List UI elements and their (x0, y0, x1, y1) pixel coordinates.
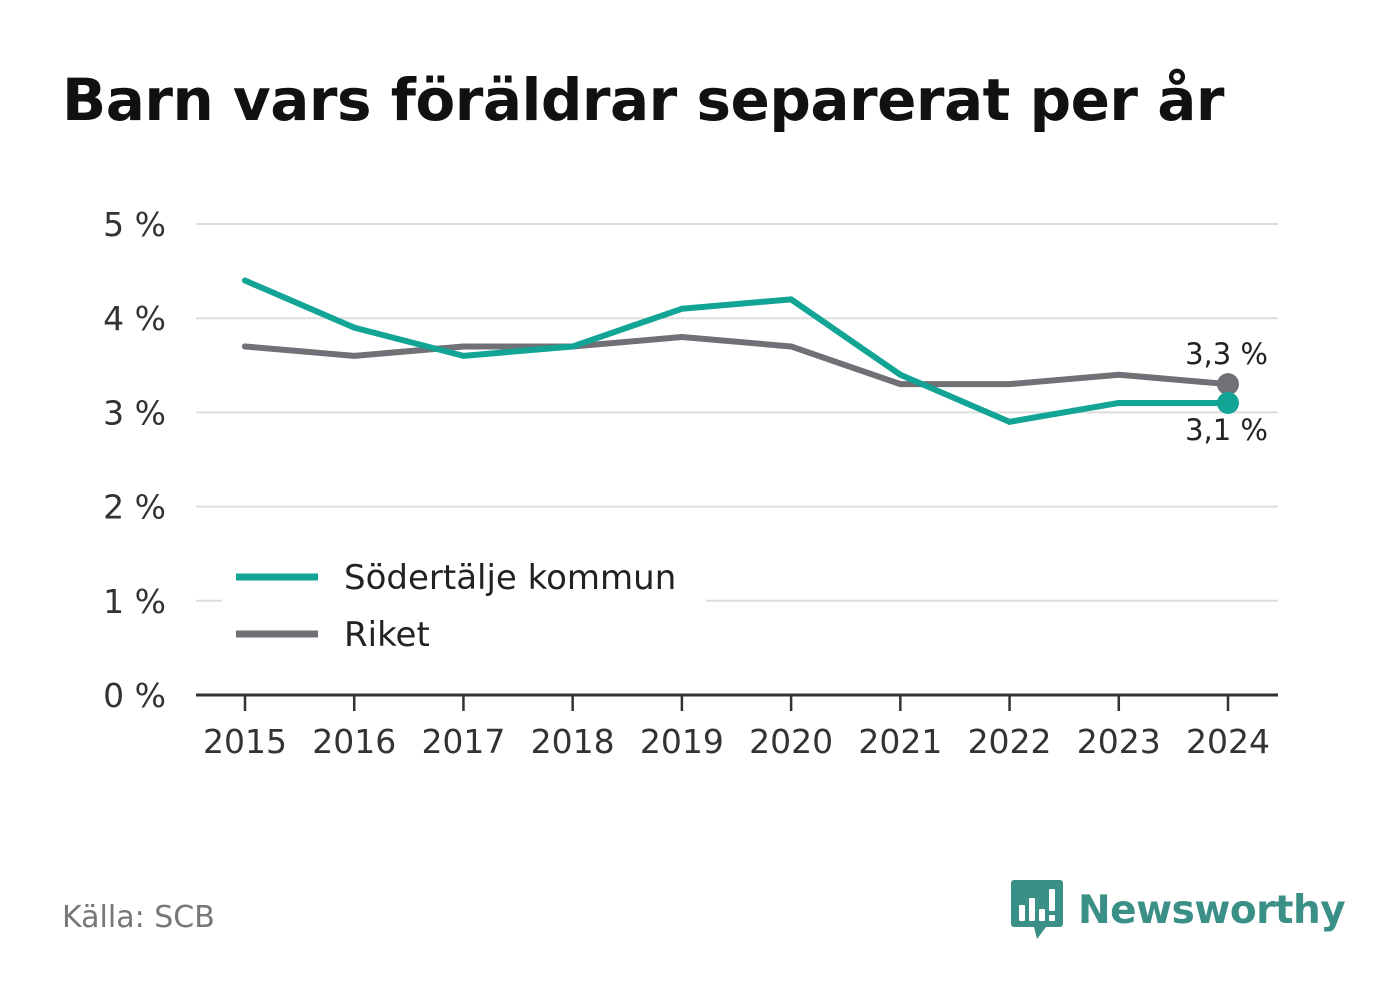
y-tick-label: 5 % (103, 205, 166, 244)
series-point (788, 343, 795, 350)
series-point (678, 305, 685, 312)
x-tick-label: 2022 (968, 722, 1052, 761)
series-line-0 (242, 277, 1231, 425)
x-tick-label: 2020 (749, 722, 833, 761)
y-tick-label: 3 % (103, 393, 166, 432)
series-lines (242, 277, 1239, 425)
end-value-labels: 3,1 % 3,3 % (1185, 337, 1268, 447)
series-point (788, 296, 795, 303)
series-point (678, 334, 685, 341)
series-point (897, 381, 904, 388)
series-line-1 (242, 334, 1231, 388)
series-point (242, 277, 248, 284)
end-value-label: 3,1 % (1185, 413, 1268, 447)
x-tick-label: 2021 (858, 722, 942, 761)
end-value-label: 3,3 % (1185, 337, 1268, 371)
brand-name: Newsworthy (1078, 887, 1346, 933)
series-point (460, 343, 467, 350)
y-tick-label: 1 % (103, 582, 166, 621)
newsworthy-chart-logo-icon (1011, 880, 1063, 939)
x-tick-label: 2023 (1077, 722, 1161, 761)
series-point (460, 352, 467, 359)
series-point (242, 343, 248, 350)
series-point (897, 371, 904, 378)
x-tick-label: 2019 (640, 722, 724, 761)
x-tick-label: 2024 (1186, 722, 1270, 761)
series-point (1115, 371, 1122, 378)
series-end-point (1217, 373, 1239, 396)
series-point (569, 343, 576, 350)
y-axis-tick-labels: 0 % 1 % 2 % 3 % 4 % 5 % (103, 205, 166, 715)
legend-background (222, 548, 706, 662)
series-end-point (1217, 391, 1239, 414)
legend: Södertälje kommun Riket (222, 548, 706, 662)
chart-title: Barn vars föräldrar separerat per år (62, 66, 1224, 134)
x-tick-label: 2015 (203, 722, 287, 761)
series-point (351, 352, 358, 359)
series-point (1006, 381, 1013, 388)
brand-logo: Newsworthy (1010, 878, 1346, 942)
x-tick-label: 2016 (312, 722, 396, 761)
legend-entry-label: Riket (344, 615, 430, 655)
series-point (351, 324, 358, 331)
y-tick-label: 2 % (103, 488, 166, 527)
x-axis-tick-labels: 2015 2016 2017 2018 2019 2020 2021 2022 2023 2024 (203, 695, 1270, 761)
x-tick-label: 2018 (531, 722, 615, 761)
legend-entry-label: Södertälje kommun (344, 558, 676, 598)
y-tick-label: 0 % (103, 676, 166, 715)
y-tick-label: 4 % (103, 299, 166, 338)
x-tick-label: 2017 (421, 722, 505, 761)
series-point (1006, 418, 1013, 425)
series-point (1115, 399, 1122, 406)
source-note: Källa: SCB (62, 900, 215, 935)
